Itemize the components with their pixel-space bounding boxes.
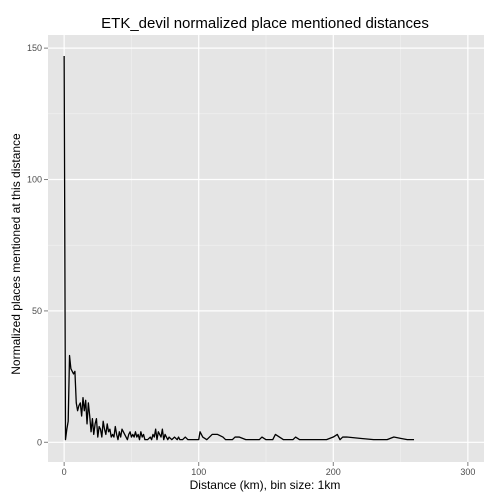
grid-major (48, 35, 484, 462)
series-line (63, 56, 415, 441)
y-axis-title: Normalized places mentioned at this dist… (9, 133, 23, 375)
x-tick-label: 100 (191, 467, 206, 477)
x-tick-label: 0 (62, 467, 67, 477)
x-tick-label: 200 (326, 467, 341, 477)
x-axis-ticks: 0 100 200 300 (62, 462, 475, 477)
x-tick-label: 300 (460, 467, 475, 477)
x-axis-title: Distance (km), bin size: 1km (190, 478, 341, 492)
y-tick-label: 150 (27, 43, 42, 53)
y-tick-label: 100 (27, 175, 42, 185)
y-tick-label: 50 (32, 306, 42, 316)
y-tick-label: 0 (37, 437, 42, 447)
grid-minor (48, 35, 484, 462)
chart-title: ETK_devil normalized place mentioned dis… (101, 15, 429, 32)
y-axis-ticks: 0 50 100 150 (27, 43, 48, 447)
